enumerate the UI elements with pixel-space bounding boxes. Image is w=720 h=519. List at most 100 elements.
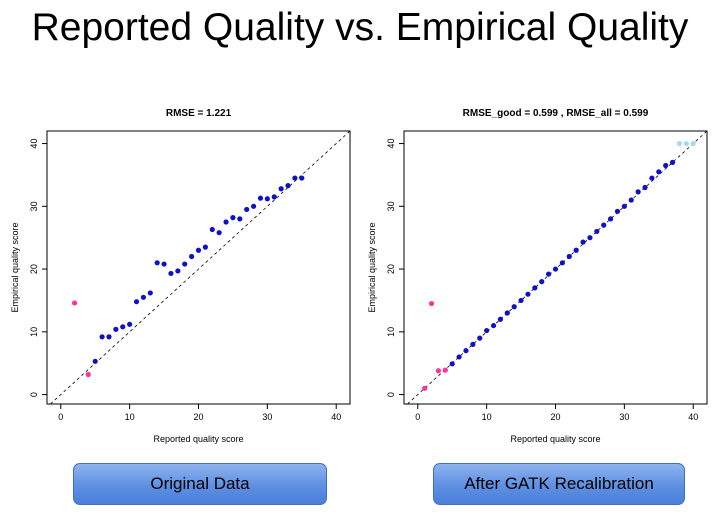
chart2-good-point	[649, 175, 655, 181]
chart2-good-point	[573, 247, 579, 253]
chart1-y-axis-label: Empirical quality score	[10, 222, 20, 312]
chart1-good-point	[92, 358, 98, 364]
chart1-good-point	[147, 290, 153, 296]
chart1-good-point	[189, 253, 195, 260]
chart2-outlier-point	[422, 385, 428, 391]
chart2-good-point	[504, 310, 510, 316]
chart1-outlier-point	[85, 371, 91, 378]
chart2-y-tick-label: 20	[386, 264, 396, 274]
chart2-good-point	[594, 228, 600, 235]
chart2-good-point	[580, 239, 586, 245]
chart2-good-point	[484, 327, 490, 334]
chart2-y-axis-label: Empirical quality score	[367, 222, 377, 312]
chart1-good-point	[133, 299, 140, 305]
chart1-good-point	[195, 247, 202, 253]
original-data-label: Original Data	[150, 474, 250, 493]
chart1-y-tick-label: 40	[29, 139, 39, 149]
chart1-good-point	[223, 219, 229, 225]
chart2-y-tick-label: 10	[386, 327, 396, 337]
chart2-good-point	[463, 348, 469, 354]
chart2-y-tick-label: 40	[386, 139, 396, 149]
after-recalibration-button[interactable]: After GATK Recalibration	[433, 463, 685, 505]
chart1-good-point	[202, 244, 208, 250]
chart2-good-point	[497, 316, 504, 322]
chart1-good-point	[278, 186, 284, 192]
chart1-good-point	[168, 270, 174, 277]
chart2-high-point	[676, 140, 683, 147]
chart1-good-point	[161, 261, 167, 267]
chart2-good-point	[532, 285, 538, 291]
after-recalibration-label: After GATK Recalibration	[464, 474, 654, 493]
chart2-x-tick-label: 40	[688, 412, 698, 422]
chart1-good-point	[244, 206, 250, 213]
chart2-good-point	[559, 260, 565, 266]
chart2-good-point	[642, 184, 648, 191]
chart2-good-point	[539, 279, 545, 285]
chart2-good-point	[628, 197, 634, 203]
chart2-good-point	[601, 222, 607, 228]
chart1-x-tick-label: 30	[262, 412, 272, 422]
chart1-good-point	[154, 260, 160, 266]
chart1-good-point	[106, 334, 112, 340]
chart1-good-point	[140, 294, 147, 300]
chart1-x-tick-label: 10	[125, 412, 135, 422]
chart2-good-point	[614, 208, 621, 214]
chart1-good-point	[257, 195, 264, 201]
chart2-title: RMSE_good = 0.599 , RMSE_all = 0.599	[463, 108, 649, 119]
chart2-x-tick-label: 0	[415, 412, 420, 422]
chart1-good-point	[209, 226, 215, 233]
chart2-outlier-point	[428, 300, 435, 307]
chart1-good-point	[237, 216, 243, 222]
chart1-y-tick-label: 10	[29, 327, 39, 337]
chart2-good-point	[518, 297, 524, 304]
chart1-x-tick-label: 40	[331, 412, 341, 422]
chart2-good-point	[607, 216, 614, 222]
chart2-y-tick-label: 30	[386, 201, 396, 211]
chart2-good-point	[449, 361, 455, 367]
chart2-good-point	[587, 235, 593, 241]
chart1-good-point	[99, 334, 105, 340]
chart1-good-point	[292, 175, 298, 181]
chart2-good-point	[669, 159, 676, 165]
chart2-good-point	[621, 203, 627, 209]
chart2-x-tick-label: 30	[619, 412, 629, 422]
chart2-outlier-point	[435, 368, 442, 374]
chart1-title: RMSE = 1.221	[166, 108, 232, 119]
chart2-good-point	[456, 354, 462, 360]
slide-title: Reported Quality vs. Empirical Quality	[31, 6, 689, 49]
chart2-good-point	[635, 189, 641, 195]
chart2-y-tick-label: 0	[386, 392, 396, 397]
chart2-high-point	[690, 140, 696, 147]
chart1-good-point	[299, 175, 305, 181]
chart2-good-point	[511, 304, 517, 310]
chart2-good-point	[656, 169, 662, 175]
chart1-good-point	[113, 326, 119, 332]
chart1-y-tick-label: 20	[29, 264, 39, 274]
chart2-high-point	[683, 140, 689, 147]
chart1-good-point	[127, 321, 133, 327]
chart1-good-point	[120, 324, 126, 330]
chart1-y-tick-label: 30	[29, 201, 39, 211]
chart2-good-point	[546, 271, 552, 277]
chart1-x-tick-label: 20	[193, 412, 203, 422]
chart1-good-point	[285, 183, 291, 189]
original-data-button[interactable]: Original Data	[73, 463, 327, 505]
chart2-good-point	[477, 335, 483, 341]
chart2-x-tick-label: 10	[482, 412, 492, 422]
chart1-good-point	[250, 203, 257, 209]
chart2-good-point	[663, 162, 669, 169]
chart1-good-point	[175, 268, 181, 274]
chart1-outlier-point	[71, 300, 78, 306]
chart2-good-point	[490, 322, 497, 329]
chart1-good-point	[230, 215, 236, 221]
chart1-good-point	[271, 194, 277, 200]
chart2-x-axis-label: Reported quality score	[510, 434, 600, 444]
chart2-x-tick-label: 20	[550, 412, 560, 422]
chart2-good-point	[566, 253, 572, 260]
chart1-good-point	[182, 261, 188, 267]
chart2-good-point	[470, 341, 476, 347]
chart1-good-point	[216, 230, 222, 236]
chart2-good-point	[525, 291, 531, 297]
chart2-good-point	[552, 266, 559, 272]
